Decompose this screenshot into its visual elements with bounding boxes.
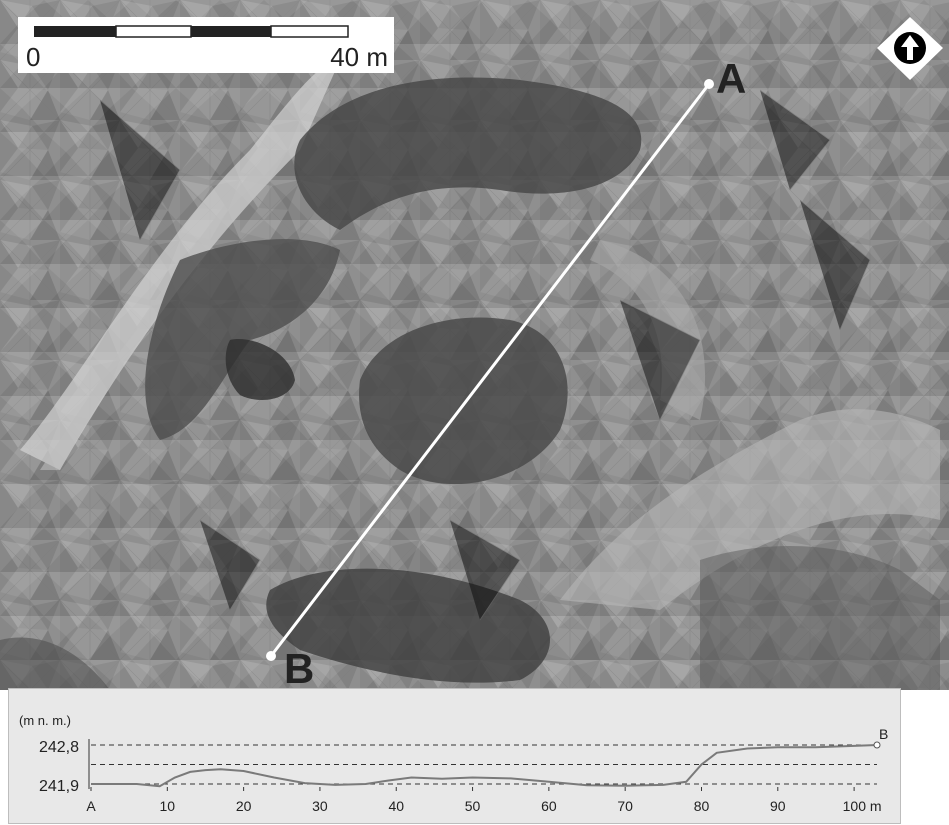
x-tick-label: 40: [388, 798, 404, 814]
x-tick-label: 80: [694, 798, 710, 814]
scale-segment-1: [34, 26, 116, 37]
scale-bar: 0 40 m: [18, 17, 394, 73]
x-tick-label: 20: [236, 798, 252, 814]
profile-end-point: [873, 741, 881, 749]
transect-start-label: A: [716, 55, 746, 102]
transect-line: [269, 83, 711, 657]
terrain-map: 0 40 m A B: [0, 0, 949, 690]
x-tick-label: 70: [617, 798, 633, 814]
transect-start-point: [704, 79, 714, 89]
profile-end-label: B: [879, 726, 888, 742]
x-tick-label: 100 m: [843, 798, 882, 814]
elevation-profile: (m n. m.) 242,8 241,9 A 10 20 30 40 50 60 70 80 9…: [8, 688, 901, 824]
x-tick-label: 30: [312, 798, 328, 814]
x-tick-label: 60: [541, 798, 557, 814]
elevation-series-line: [91, 744, 878, 788]
x-tick-label: 50: [465, 798, 481, 814]
scale-segment-3: [191, 26, 271, 37]
transect-end-label: B: [284, 645, 314, 690]
x-tick-label: 10: [160, 798, 176, 814]
scale-segment-2: [115, 25, 192, 38]
x-tick-label: 90: [770, 798, 786, 814]
y-tick-label: 242,8: [39, 739, 79, 756]
y-axis-label: (m n. m.): [19, 713, 71, 728]
north-arrow-icon: [877, 17, 943, 80]
scale-segment-4: [270, 25, 349, 38]
scale-start-label: 0: [26, 42, 40, 72]
y-tick-label: 241,9: [39, 778, 79, 795]
x-tick-label: A: [86, 798, 96, 814]
transect-end-point: [266, 651, 276, 661]
scale-end-label: 40 m: [330, 42, 388, 72]
